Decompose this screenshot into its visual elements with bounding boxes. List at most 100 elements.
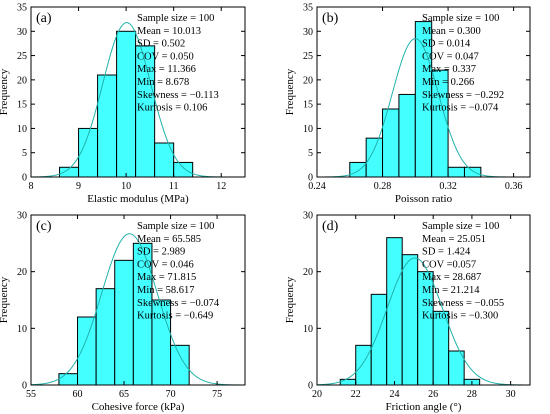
stats-line: Kurtosis = −0.300 [422, 311, 498, 322]
stats-line: Sample size = 100 [137, 221, 214, 232]
stats-line: Mean = 10.013 [137, 26, 201, 37]
histogram-bar [116, 30, 137, 178]
chart-panel-3: 55 60 65 70 75 0 10 20 30 Cohesive force (kPa) Fre… [0, 211, 246, 413]
plot-frame [30, 6, 246, 178]
stats-line: Mean = 65.585 [137, 234, 201, 245]
y-axis-label: Frequency [284, 276, 296, 323]
stats-line: COV =0.057 [422, 259, 476, 270]
plot-frame [316, 214, 531, 386]
stats-line: Kurtosis = −0.074 [422, 103, 499, 114]
y-tick-label: 25 [303, 51, 313, 62]
normal-fit-curve [30, 233, 245, 386]
x-axis-label: Elastic modulus (MPa) [87, 193, 189, 205]
stats-line: Min = 21.214 [422, 285, 480, 296]
histogram-bar [77, 316, 97, 386]
stats-line: Mean = 0.300 [422, 26, 481, 37]
histogram-bar [463, 166, 482, 178]
stats-line: Sample size = 100 [422, 13, 499, 24]
stats-line: Sample size = 100 [137, 13, 214, 24]
y-tick-label: 10 [303, 324, 313, 335]
stats-line: SD = 0.502 [137, 39, 185, 50]
stats-line: Skewness = −0.055 [422, 298, 504, 309]
x-tick-label: 75 [212, 389, 222, 400]
y-tick-label: 0 [22, 173, 27, 184]
stats-line: Max = 11.366 [137, 64, 196, 75]
x-tick-label: 0.28 [374, 181, 392, 192]
x-tick-label: 24 [389, 389, 399, 400]
x-tick-label: 8 [29, 181, 34, 192]
histogram-bar [97, 74, 118, 178]
chart-panel-4: 20 22 24 26 28 30 0 10 20 30 Friction angle (°) Fre… [284, 211, 531, 413]
y-tick-label: 25 [17, 51, 27, 62]
x-tick-label: 55 [26, 389, 36, 400]
y-axis-label: Frequency [0, 276, 10, 323]
x-axis-label: Poisson ratio [395, 193, 453, 205]
panel-label: (b) [322, 11, 339, 26]
x-tick-label: 26 [428, 389, 438, 400]
x-axis-label: Cohesive force (kPa) [92, 401, 185, 413]
stats-line: SD = 1.424 [422, 247, 471, 258]
x-tick-label: 22 [351, 389, 361, 400]
y-tick-label: 10 [17, 324, 27, 335]
y-tick-label: 20 [303, 75, 313, 86]
histogram-bar [58, 373, 79, 386]
stats-line: Min = 0.266 [422, 77, 474, 88]
histogram-bar [339, 378, 357, 386]
histogram-bar [355, 344, 372, 386]
stats-line: Mean = 25.051 [422, 234, 486, 245]
x-tick-label: 0.32 [439, 181, 457, 192]
stats-line: Min = 58.617 [137, 285, 195, 296]
y-tick-label: 0 [308, 173, 313, 184]
y-tick-label: 5 [22, 148, 27, 159]
stats-line: Kurtosis = 0.106 [137, 103, 207, 114]
histogram-bar [170, 344, 190, 386]
y-tick-label: 30 [303, 27, 313, 38]
histogram-bar [386, 237, 403, 386]
y-tick-label: 30 [17, 27, 27, 38]
y-tick-label: 15 [303, 100, 313, 111]
stats-line: COV = 0.047 [422, 51, 479, 62]
chart-panel-1: 8 9 10 11 12 0 5 10 15 20 25 30 35 Elastic modulus (M… [0, 3, 246, 205]
y-tick-label: 15 [17, 100, 27, 111]
normal-fit-curve [316, 257, 531, 386]
y-tick-label: 35 [17, 3, 27, 14]
stats-line: Max = 0.337 [422, 64, 476, 75]
x-tick-label: 0.24 [308, 181, 326, 192]
stats-line: Max = 71.815 [137, 272, 196, 283]
stats-line: Sample size = 100 [422, 221, 499, 232]
stats-line: SD = 0.014 [422, 39, 471, 50]
x-tick-label: 30 [506, 389, 516, 400]
y-tick-label: 0 [22, 381, 27, 392]
stats-line: Skewness = −0.113 [137, 90, 219, 101]
x-tick-label: 60 [73, 389, 83, 400]
x-tick-label: 9 [76, 181, 81, 192]
y-tick-label: 30 [303, 211, 313, 222]
histogram-bar [432, 310, 450, 386]
x-tick-label: 65 [119, 389, 129, 400]
y-tick-label: 35 [303, 3, 313, 14]
stats-line: SD = 2.989 [137, 247, 185, 258]
panel-label: (a) [36, 11, 52, 26]
x-tick-label: 20 [312, 389, 322, 400]
stats-line: Min = 8.678 [137, 77, 189, 88]
histogram-bar [398, 93, 416, 178]
chart-panel-2: 0.24 0.28 0.32 0.36 0 5 10 15 20 25 30 35 Poisson ra… [284, 3, 531, 205]
histogram-bar [447, 166, 465, 178]
histogram-bar [349, 161, 367, 178]
histogram-bar [114, 259, 134, 386]
stats-line: COV = 0.046 [137, 259, 194, 270]
histogram-bar [173, 161, 194, 178]
panel-label: (c) [36, 219, 52, 234]
stats-line: Kurtosis = −0.649 [137, 311, 213, 322]
histogram-bar [365, 137, 384, 178]
stats-line: Skewness = −0.074 [137, 298, 220, 309]
x-axis-label: Friction angle (°) [386, 401, 462, 413]
x-tick-label: 0.36 [505, 181, 523, 192]
y-tick-label: 5 [308, 148, 313, 159]
y-tick-label: 0 [308, 381, 313, 392]
y-tick-label: 20 [17, 267, 27, 278]
y-tick-label: 10 [17, 124, 27, 135]
x-tick-label: 12 [216, 181, 226, 192]
stats-line: Max = 28.687 [422, 272, 481, 283]
